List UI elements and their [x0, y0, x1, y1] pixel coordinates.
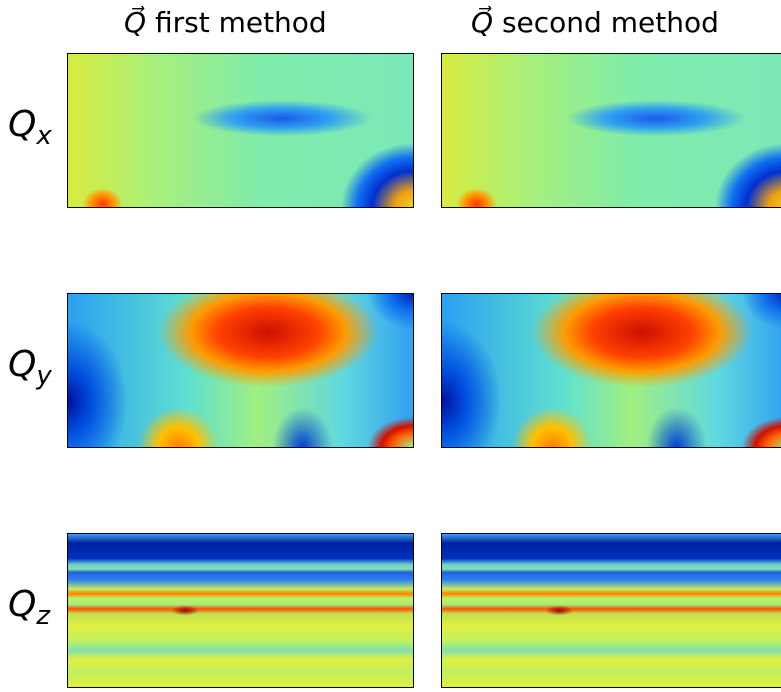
- row-label: Qz: [8, 584, 50, 631]
- heatmap-panel: [441, 53, 781, 208]
- heatmap-panel: [67, 293, 414, 448]
- column-symbol: Q⃗: [124, 6, 147, 39]
- row-label: Qx: [8, 104, 52, 151]
- heatmap-panel: [67, 53, 414, 208]
- column-label: second method: [501, 6, 719, 39]
- column-title: Q⃗ first method: [124, 6, 327, 39]
- row-symbol: Q: [8, 344, 37, 385]
- heatmap-panel: [441, 293, 781, 448]
- row-subscript: z: [36, 601, 50, 632]
- column-title: Q⃗ second method: [471, 6, 719, 39]
- heatmap-panel: [441, 533, 781, 688]
- row-symbol: Q: [8, 104, 37, 145]
- row-subscript: y: [36, 361, 52, 392]
- row-label: Qy: [8, 344, 52, 391]
- column-label: first method: [154, 6, 327, 39]
- heatmap-panel: [67, 533, 414, 688]
- row-subscript: x: [36, 121, 52, 152]
- row-symbol: Q: [8, 584, 37, 625]
- column-symbol: Q⃗: [471, 6, 494, 39]
